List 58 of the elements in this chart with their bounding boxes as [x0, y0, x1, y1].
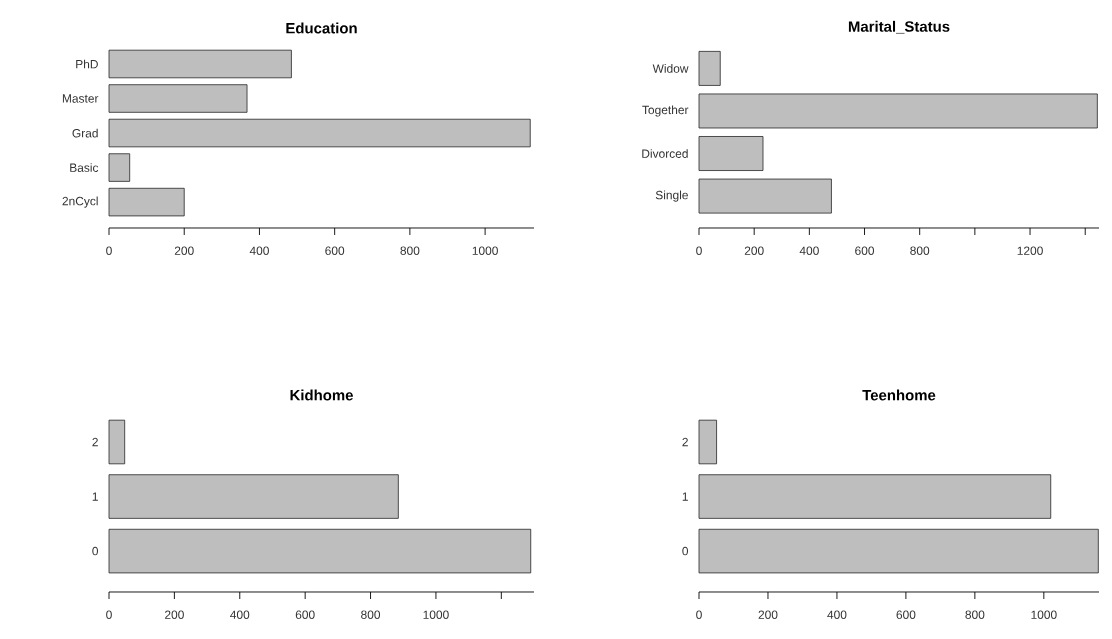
- y-tick-label: Together: [642, 105, 689, 117]
- y-tick-label: 1: [682, 492, 688, 501]
- bar: [108, 153, 131, 182]
- bar: [698, 93, 1098, 129]
- x-tick-label: 1200: [1017, 246, 1043, 255]
- y-tick-label: 2: [682, 437, 688, 447]
- y-tick-label: Widow: [652, 64, 689, 73]
- bar: [698, 419, 717, 465]
- x-tick-label: 400: [230, 610, 250, 619]
- bar: [108, 187, 185, 217]
- x-tick-label: 400: [827, 610, 847, 619]
- chart-title: Teenhome: [862, 389, 936, 401]
- y-tick-label: Basic: [70, 163, 99, 172]
- bar: [108, 84, 248, 113]
- bar: [108, 49, 292, 79]
- y-tick-label: 1: [92, 492, 98, 501]
- x-tick-label: 600: [896, 610, 916, 619]
- bar: [698, 136, 764, 171]
- x-tick-label: 0: [696, 246, 702, 255]
- chart-title: Kidhome: [290, 389, 353, 401]
- x-tick-label: 1000: [1031, 610, 1057, 619]
- bar: [698, 50, 721, 86]
- bar: [108, 528, 532, 574]
- x-tick-label: 600: [325, 246, 345, 255]
- y-tick-label: 0: [92, 546, 99, 556]
- x-tick-label: 200: [174, 246, 194, 255]
- bar: [108, 118, 531, 148]
- x-tick-label: 0: [696, 610, 702, 619]
- x-tick-label: 400: [249, 246, 269, 255]
- chart-title: Marital_Status: [848, 20, 950, 34]
- x-tick-label: 600: [855, 246, 875, 255]
- x-tick-label: 800: [400, 246, 420, 255]
- bar: [698, 474, 1052, 519]
- x-tick-label: 600: [295, 610, 315, 619]
- x-tick-label: 200: [165, 610, 184, 619]
- y-tick-label: Divorced: [642, 149, 688, 158]
- x-tick-label: 200: [758, 610, 778, 619]
- bar: [108, 419, 126, 465]
- x-tick-label: 1000: [423, 610, 449, 619]
- y-tick-label: 2nCycl: [62, 196, 98, 208]
- x-tick-label: 800: [965, 610, 985, 619]
- y-tick-label: Master: [62, 94, 99, 103]
- x-tick-label: 800: [361, 610, 381, 619]
- x-tick-label: 200: [744, 246, 764, 255]
- y-tick-label: Single: [655, 190, 688, 202]
- x-tick-label: 400: [799, 246, 819, 255]
- bar: [698, 178, 832, 214]
- x-tick-label: 800: [910, 246, 930, 255]
- x-tick-label: 1000: [472, 246, 498, 255]
- y-tick-label: 2: [92, 437, 98, 447]
- bar: [698, 528, 1099, 574]
- bar: [108, 474, 399, 519]
- y-tick-label: PhD: [76, 59, 98, 69]
- chart-title: Education: [286, 22, 357, 34]
- y-tick-label: 0: [682, 546, 689, 556]
- x-tick-label: 0: [106, 610, 112, 619]
- y-tick-label: Grad: [72, 128, 98, 138]
- x-tick-label: 0: [106, 246, 112, 255]
